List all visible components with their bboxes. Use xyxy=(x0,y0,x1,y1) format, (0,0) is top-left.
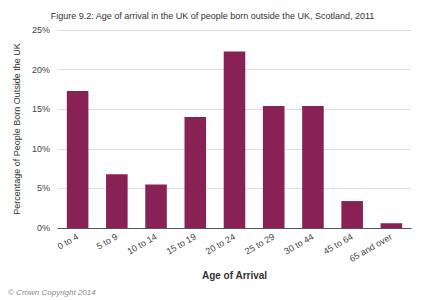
svg-text:10%: 10% xyxy=(32,144,50,154)
svg-text:15%: 15% xyxy=(32,104,50,114)
svg-text:45 to 64: 45 to 64 xyxy=(322,232,355,257)
svg-text:30 to 44: 30 to 44 xyxy=(282,232,315,257)
svg-text:Age of Arrival: Age of Arrival xyxy=(202,270,267,281)
svg-text:5 to 9: 5 to 9 xyxy=(95,232,119,252)
svg-text:0 to 4: 0 to 4 xyxy=(56,232,80,252)
svg-text:65 and over: 65 and over xyxy=(348,232,394,264)
svg-text:© Crown Copyright 2014: © Crown Copyright 2014 xyxy=(8,288,96,297)
svg-text:5%: 5% xyxy=(37,183,50,193)
svg-text:Percentage of People Born Outs: Percentage of People Born Outside the UK xyxy=(12,43,22,215)
svg-text:20%: 20% xyxy=(32,65,50,75)
svg-text:20 to 24: 20 to 24 xyxy=(204,232,237,257)
svg-text:15 to 19: 15 to 19 xyxy=(165,232,198,257)
svg-text:25 to 29: 25 to 29 xyxy=(243,232,276,257)
svg-text:Figure 9.2: Age of arrival in: Figure 9.2: Age of arrival in the UK of … xyxy=(51,11,375,21)
svg-text:10 to 14: 10 to 14 xyxy=(125,232,158,257)
svg-text:25%: 25% xyxy=(32,25,50,35)
svg-text:0%: 0% xyxy=(37,223,50,233)
